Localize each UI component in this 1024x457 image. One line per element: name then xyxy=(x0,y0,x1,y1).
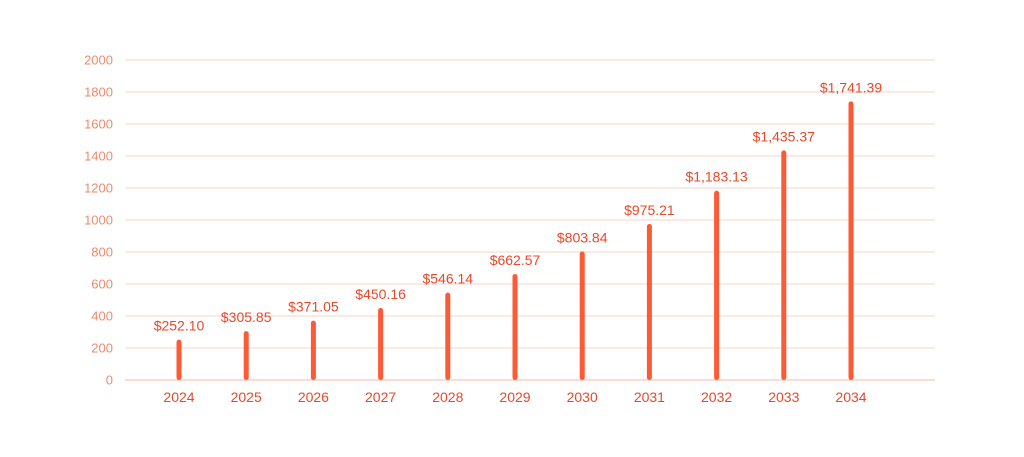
y-tick-label-600: 600 xyxy=(91,277,113,292)
data-label-2027: $450.16 xyxy=(355,286,406,302)
data-label-2034: $1,741.39 xyxy=(820,79,882,95)
data-label-2026: $371.05 xyxy=(288,299,339,315)
y-tick-label-1800: 1800 xyxy=(84,85,113,100)
gridlines xyxy=(125,59,935,381)
y-tick-label-1400: 1400 xyxy=(84,149,113,164)
y-tick-label-800: 800 xyxy=(91,245,113,260)
bar-2034 xyxy=(848,101,854,381)
x-tick-label-2024: 2024 xyxy=(163,389,194,405)
bar-2029 xyxy=(512,273,518,380)
bar-2026 xyxy=(310,320,316,380)
data-label-2032: $1,183.13 xyxy=(685,169,747,185)
data-label-2028: $546.14 xyxy=(422,271,473,287)
data-label-2031: $975.21 xyxy=(624,202,675,218)
bar-2033 xyxy=(781,150,787,380)
x-tick-label-2028: 2028 xyxy=(432,389,463,405)
x-axis-tick-labels: 2024 2025 2026 2027 2028 2029 2030 2031 2032 2033… xyxy=(163,389,866,405)
x-tick-label-2027: 2027 xyxy=(365,389,396,405)
x-tick-label-2034: 2034 xyxy=(835,389,866,405)
x-tick-label-2026: 2026 xyxy=(298,389,329,405)
y-axis-tick-labels: 0 200 400 600 800 1000 1200 1400 1600 1800 2000 xyxy=(84,53,113,388)
y-tick-label-1000: 1000 xyxy=(84,213,113,228)
bar-2027 xyxy=(378,307,384,380)
bar-2032 xyxy=(714,190,720,380)
x-tick-label-2033: 2033 xyxy=(768,389,799,405)
x-tick-label-2032: 2032 xyxy=(701,389,732,405)
x-tick-label-2031: 2031 xyxy=(634,389,665,405)
x-tick-label-2030: 2030 xyxy=(567,389,598,405)
y-tick-label-0: 0 xyxy=(106,373,113,388)
y-tick-label-1200: 1200 xyxy=(84,181,113,196)
data-labels: $252.10 $305.85 $371.05 $450.16 $546.14 $662.… xyxy=(154,79,883,333)
data-label-2033: $1,435.37 xyxy=(753,128,815,144)
data-label-2024: $252.10 xyxy=(154,318,205,334)
data-label-2029: $662.57 xyxy=(490,252,541,268)
x-tick-label-2029: 2029 xyxy=(499,389,530,405)
bars xyxy=(176,101,854,381)
data-label-2025: $305.85 xyxy=(221,309,272,325)
bar-2025 xyxy=(243,331,249,380)
data-label-2030: $803.84 xyxy=(557,229,608,245)
y-tick-label-400: 400 xyxy=(91,309,113,324)
bar-2030 xyxy=(579,251,585,380)
y-tick-label-1600: 1600 xyxy=(84,117,113,132)
bar-2028 xyxy=(445,292,451,380)
x-tick-label-2025: 2025 xyxy=(231,389,262,405)
bar-2031 xyxy=(646,223,652,380)
bar-2024 xyxy=(176,339,182,380)
y-tick-label-2000: 2000 xyxy=(84,53,113,68)
y-tick-label-200: 200 xyxy=(91,341,113,356)
